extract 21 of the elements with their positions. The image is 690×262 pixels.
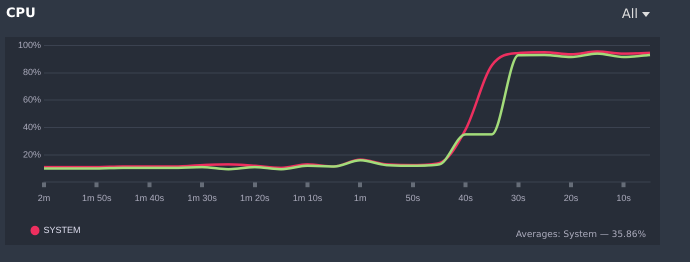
x-tick-label: 1m 20s — [240, 193, 270, 204]
text: All — [622, 7, 638, 22]
x-tick-label: 2m — [38, 193, 50, 204]
x-tick-label: 1m 50s — [82, 193, 112, 204]
x-tick-label: 20s — [564, 193, 579, 204]
text: Averages: System — 35.86% — [516, 230, 646, 240]
x-tick-label: 40s — [458, 193, 474, 204]
x-tick-label: 1m 40s — [134, 193, 165, 204]
y-tick-label: 40% — [23, 122, 42, 132]
y-tick-label: 20% — [23, 149, 42, 160]
x-tick-label: 1m 30s — [187, 193, 218, 204]
x-tick-label: 10s — [616, 193, 632, 204]
y-tick-label: 60% — [23, 94, 42, 105]
y-tick-label: 80% — [23, 67, 42, 78]
x-tick-label: 30s — [511, 193, 526, 204]
legend-label: SYSTEM — [44, 224, 81, 235]
x-tick-label: 1m — [354, 193, 366, 204]
x-tick-label: 1m 10s — [292, 193, 323, 204]
y-tick-label: 100% — [18, 40, 42, 50]
x-tick-label: 50s — [406, 193, 421, 204]
chart-title: CPU — [6, 6, 36, 21]
